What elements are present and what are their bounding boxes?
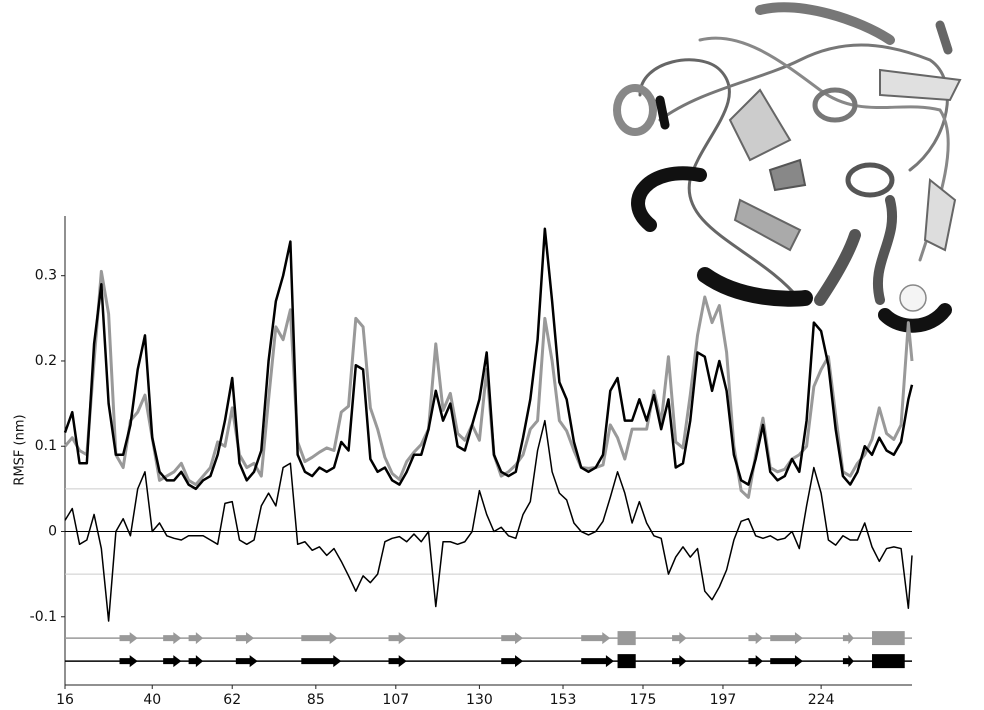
x-tick-label: 16 [56, 692, 74, 706]
y-tick-label: 0.3 [35, 268, 57, 284]
strand-arrow [163, 632, 181, 644]
strand-arrow [236, 632, 254, 644]
series-line [65, 229, 912, 489]
strand-arrow [748, 632, 763, 644]
strand-arrow [120, 632, 138, 644]
strand-arrow [189, 655, 204, 667]
strand-arrow [672, 632, 687, 644]
y-tick-label: 0.2 [35, 353, 57, 369]
y-tick-label: -0.1 [30, 609, 57, 625]
y-axis-label: RMSF (nm) [13, 414, 28, 485]
x-tick-label: 175 [630, 692, 657, 706]
strand-arrow [389, 632, 407, 644]
page: {"chart_data": { "type": "line", "y_labe… [0, 0, 984, 706]
strand-arrow [189, 632, 204, 644]
chart: RMSF (nm) -0.1 0 0.1 0.2 0.3 16 40 62 85 107 130 15… [0, 0, 984, 706]
strand-arrow [581, 655, 614, 667]
y-tick-label: 0 [48, 524, 57, 540]
strand-arrow [843, 632, 854, 644]
x-tick-label: 85 [307, 692, 325, 706]
strand-arrow [770, 655, 803, 667]
strand-arrow [770, 632, 803, 644]
strand-arrow [501, 632, 523, 644]
helix-box [618, 631, 636, 645]
strand-arrow [501, 655, 523, 667]
strand-arrow [672, 655, 687, 667]
x-tick-label: 107 [382, 692, 409, 706]
x-tick-label: 197 [710, 692, 737, 706]
strand-arrow [581, 632, 610, 644]
x-tick-label: 153 [550, 692, 577, 706]
strand-arrow [236, 655, 258, 667]
strand-arrow [301, 632, 337, 644]
series-line [65, 421, 912, 621]
protein-structure [617, 7, 960, 325]
x-tick-label: 62 [223, 692, 241, 706]
helix-box [872, 631, 905, 645]
helix-box [618, 654, 636, 668]
strand-arrow [843, 655, 854, 667]
helix-box [872, 654, 905, 668]
x-tick-label: 224 [808, 692, 835, 706]
strand-arrow [301, 655, 341, 667]
strand-arrow [748, 655, 763, 667]
strand-arrow [389, 655, 407, 667]
x-tick-label: 130 [466, 692, 493, 706]
y-tick-label: 0.1 [35, 438, 57, 454]
strand-arrow [163, 655, 181, 667]
x-tick-label: 40 [143, 692, 161, 706]
strand-arrow [120, 655, 138, 667]
